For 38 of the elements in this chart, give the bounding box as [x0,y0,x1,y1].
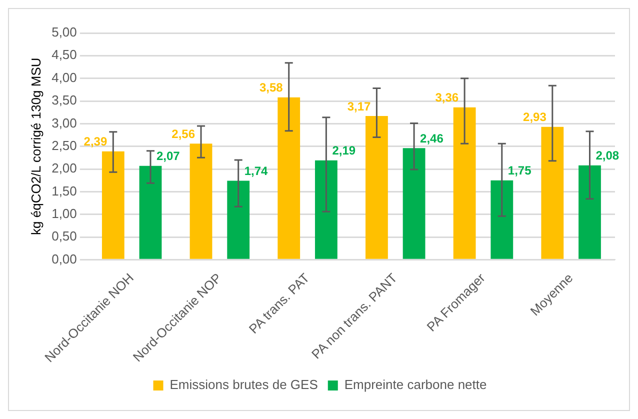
y-tick-label: 1,50 [52,183,77,198]
data-label: 1,75 [508,164,532,178]
data-label: 3,36 [435,90,459,105]
data-label: 1,74 [244,164,268,178]
legend-label: Empreinte carbone nette [344,377,487,392]
y-tick-label: 4,50 [52,47,77,62]
bar [490,180,514,259]
y-tick-label: 1,00 [52,206,77,221]
legend-label: Emissions brutes de GES [170,377,318,392]
data-label: 3,58 [260,80,284,95]
y-tick-label: 3,50 [52,92,77,108]
data-label: 3,17 [347,99,372,114]
bar [139,166,162,259]
bar [366,116,388,259]
bar [190,144,212,259]
y-axis-title: kg éqCO2/L corrigé 130g MSU [28,58,44,235]
bar [541,126,564,259]
bar [402,148,426,259]
data-label: 2,19 [332,144,356,158]
bar [227,180,250,259]
data-label: 2,08 [596,148,620,163]
y-tick-label: 2,50 [52,138,77,153]
bar [314,160,338,259]
bar [578,165,601,259]
y-tick-label: 0,50 [52,228,77,244]
y-tick-label: 2,00 [52,160,77,176]
data-label: 2,93 [523,110,547,124]
data-label: 2,07 [156,149,180,164]
bar [102,151,124,259]
bar [278,97,300,259]
bar [453,107,476,259]
data-label: 2,39 [84,134,108,149]
data-label: 2,56 [172,126,196,141]
data-label: 2,46 [420,131,444,146]
y-tick-label: 3,00 [52,115,77,130]
y-tick-label: 0,00 [52,251,77,266]
y-tick-label: 4,00 [52,70,77,85]
y-tick-label: 5,00 [52,24,77,40]
